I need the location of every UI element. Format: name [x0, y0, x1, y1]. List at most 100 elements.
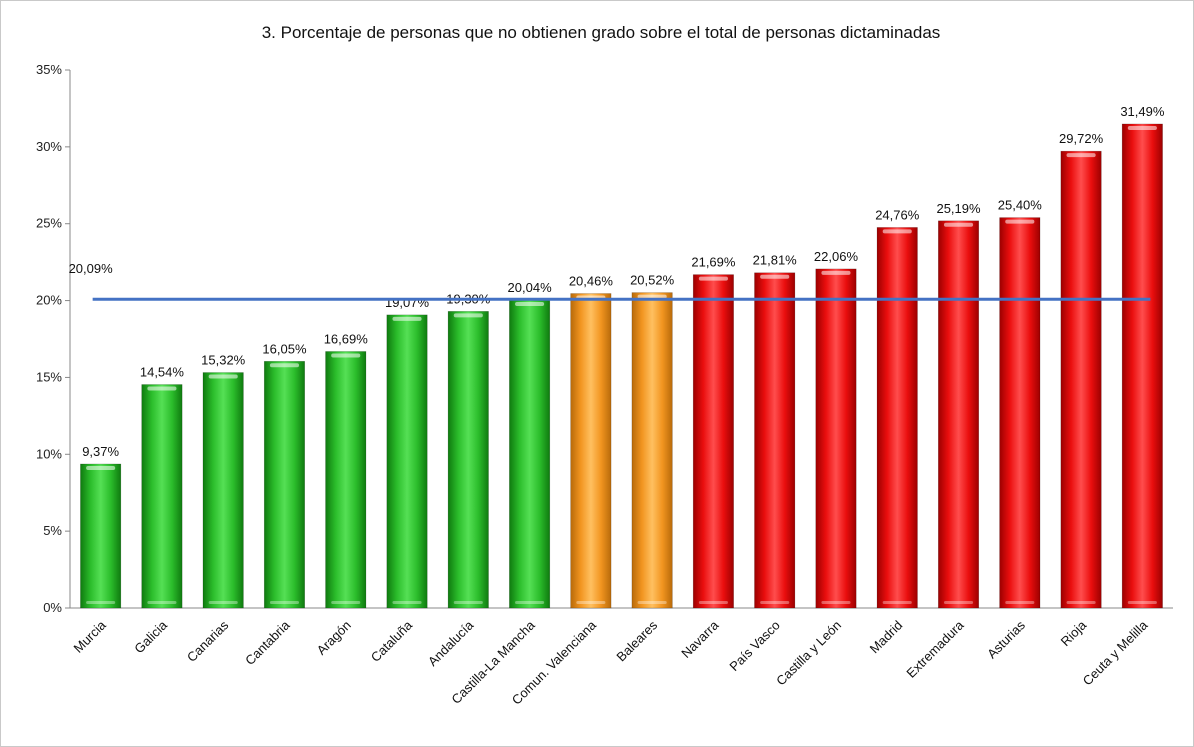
category-label: Navarra	[678, 617, 722, 661]
category-label: Cataluña	[368, 617, 416, 665]
category-label: Baleares	[613, 617, 660, 664]
bar-base-highlight	[576, 601, 606, 604]
bar-top-highlight	[943, 222, 974, 227]
category-label: Canarias	[184, 617, 232, 665]
data-label: 9,37%	[82, 444, 119, 459]
category-label: Murcia	[71, 617, 110, 656]
bar-top-highlight	[1066, 153, 1096, 158]
data-label: 14,54%	[140, 364, 185, 379]
bar-top-highlight	[1005, 219, 1035, 224]
bar-navarra[interactable]	[692, 274, 734, 609]
bar-top-highlight	[637, 294, 667, 299]
category-label: Madrid	[867, 618, 906, 657]
bar-top-highlight	[1127, 125, 1157, 130]
data-label: 31,49%	[1120, 104, 1165, 119]
data-label: 16,05%	[262, 341, 307, 356]
bar-base-highlight	[882, 601, 912, 604]
bar-andaluc-a[interactable]	[447, 311, 489, 609]
bar-cantabria[interactable]	[263, 360, 305, 609]
data-label: 20,04%	[508, 280, 553, 295]
bar-base-highlight	[698, 601, 728, 604]
bar-top-highlight	[515, 301, 545, 306]
data-label: 29,72%	[1059, 131, 1104, 146]
bar-top-highlight	[331, 353, 361, 358]
category-label: Extremadura	[903, 617, 967, 681]
bar-base-highlight	[515, 601, 545, 604]
bar-castilla-y-le-n[interactable]	[815, 268, 857, 609]
category-label: Castilla y León	[773, 618, 844, 689]
y-tick-label: 10%	[36, 446, 62, 461]
bar-baleares[interactable]	[631, 292, 673, 609]
data-label: 16,69%	[324, 331, 369, 346]
y-tick-label: 30%	[36, 139, 62, 154]
bar-base-highlight	[1127, 601, 1157, 604]
data-label: 25,19%	[936, 201, 981, 216]
bar-base-highlight	[760, 601, 790, 604]
bar-pa-s-vasco[interactable]	[754, 272, 796, 609]
bar-top-highlight	[392, 316, 422, 321]
category-label: Aragón	[314, 618, 354, 658]
category-label: Asturias	[984, 617, 1028, 661]
bar-base-highlight	[1005, 601, 1035, 604]
data-label: 24,76%	[875, 207, 920, 222]
category-label: Rioja	[1058, 617, 1090, 649]
bar-top-highlight	[208, 374, 238, 379]
bar-madrid[interactable]	[876, 227, 918, 609]
bar-top-highlight	[147, 386, 177, 391]
bar-base-highlight	[86, 601, 116, 604]
bar-arag-n[interactable]	[325, 351, 367, 609]
data-label: 21,81%	[753, 253, 798, 268]
chart-title: 3. Porcentaje de personas que no obtiene…	[262, 23, 941, 42]
y-tick-label: 15%	[36, 369, 62, 384]
bar-top-highlight	[760, 274, 790, 279]
category-label: Cantabria	[242, 617, 293, 668]
bar-top-highlight	[698, 276, 728, 281]
y-tick-label: 0%	[43, 600, 62, 615]
bar-rioja[interactable]	[1060, 150, 1102, 609]
reference-line-label: 20,09%	[69, 261, 114, 276]
bar-base-highlight	[269, 601, 300, 604]
category-label: País Vasco	[726, 618, 782, 674]
bar-top-highlight	[882, 229, 912, 234]
data-label: 25,40%	[998, 198, 1043, 213]
bar-castilla-la-mancha[interactable]	[509, 299, 551, 609]
reference-line-group: 20,09%	[69, 261, 1151, 301]
bar-ceuta-y-melilla[interactable]	[1121, 123, 1163, 609]
bar-base-highlight	[392, 601, 422, 604]
bar-comun-valenciana[interactable]	[570, 293, 612, 609]
bar-asturias[interactable]	[999, 217, 1041, 609]
bar-base-highlight	[147, 601, 177, 604]
bar-top-highlight	[86, 465, 116, 470]
category-label: Andalucía	[425, 617, 477, 669]
data-label: 21,69%	[691, 255, 736, 270]
y-tick-label: 20%	[36, 293, 62, 308]
bar-base-highlight	[943, 601, 974, 604]
data-label: 15,32%	[201, 353, 246, 368]
category-label: Ceuta y Melilla	[1080, 617, 1151, 688]
data-label: 19,07%	[385, 295, 430, 310]
bar-galicia[interactable]	[141, 384, 183, 609]
bar-base-highlight	[637, 601, 667, 604]
bar-base-highlight	[1066, 601, 1096, 604]
y-tick-label: 35%	[36, 62, 62, 77]
bar-extremadura[interactable]	[938, 220, 980, 609]
y-tick-label: 25%	[36, 216, 62, 231]
bars-group: 9,37%14,54%15,32%16,05%16,69%19,07% 19,30…	[80, 104, 1165, 609]
bar-canarias[interactable]	[202, 372, 244, 609]
data-label: 22,06%	[814, 249, 859, 264]
y-axis-ticks: 0% 5% 10% 15% 20% 25% 30% 35%	[36, 62, 70, 615]
bar-base-highlight	[331, 601, 361, 604]
y-tick-label: 5%	[43, 523, 62, 538]
bar-base-highlight	[208, 601, 238, 604]
bar-top-highlight	[269, 363, 300, 368]
bar-catalu-a[interactable]	[386, 314, 428, 609]
bar-top-highlight	[821, 270, 851, 275]
category-label: Galicia	[131, 617, 170, 656]
data-label: 20,46%	[569, 274, 614, 289]
bar-base-highlight	[453, 601, 483, 604]
category-labels: Murcia Galicia Canarias Cantabria Aragón Cata…	[71, 617, 1151, 708]
bar-base-highlight	[821, 601, 851, 604]
bar-murcia[interactable]	[80, 463, 122, 609]
